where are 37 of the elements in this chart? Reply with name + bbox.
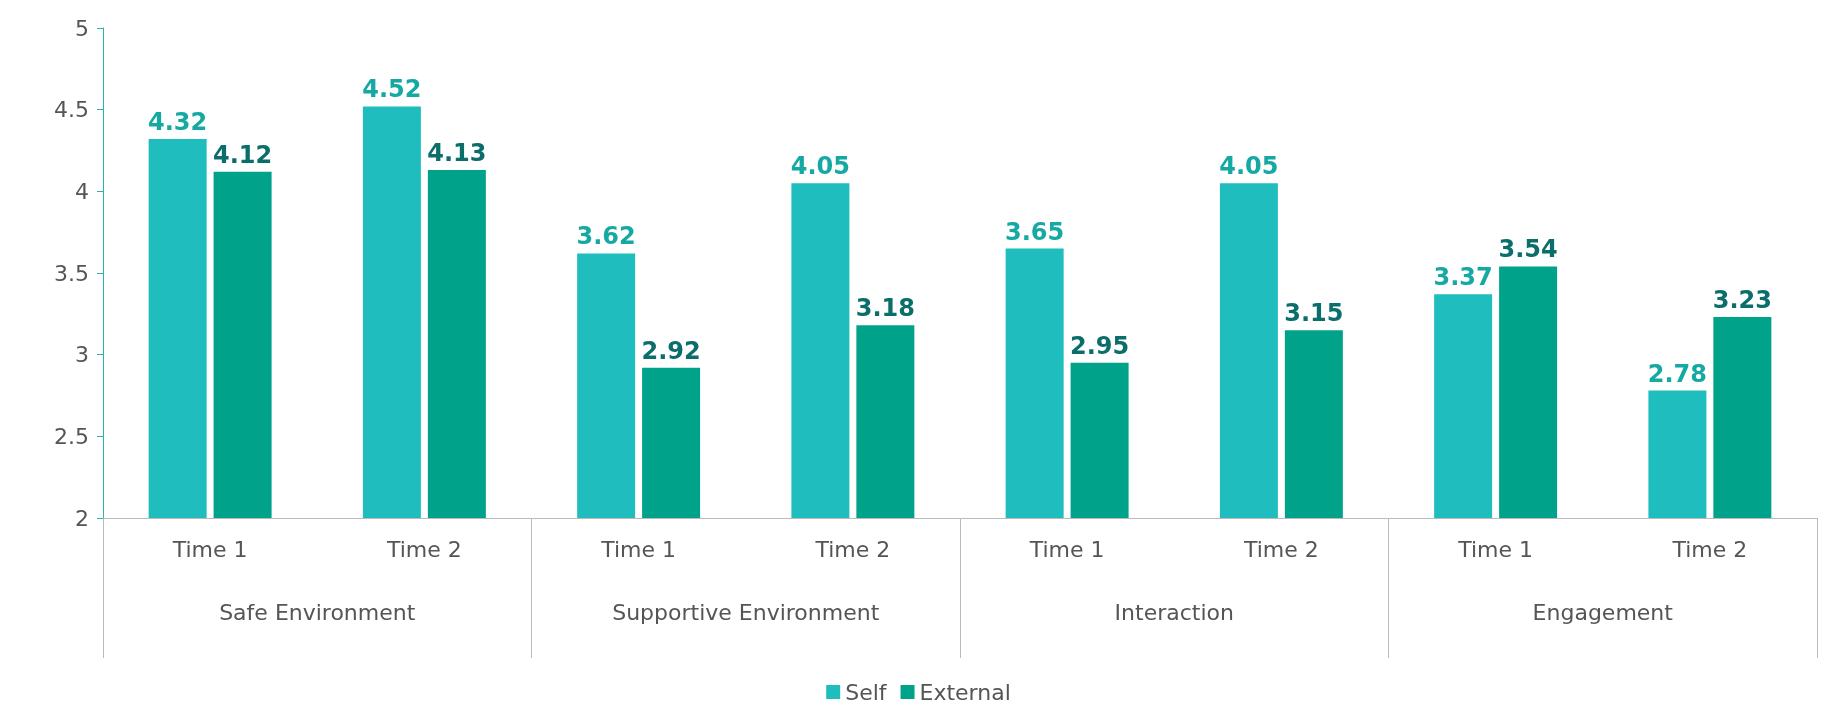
data-label: 4.12 <box>213 140 273 169</box>
data-label: 3.15 <box>1284 299 1344 328</box>
x-tick-label: Time 2 <box>814 536 891 562</box>
text: Safe Environment <box>219 599 416 625</box>
data-label: 4.52 <box>362 75 422 104</box>
x-tick-label: Time 2 <box>385 536 462 562</box>
legend-label: External <box>919 679 1011 705</box>
data-label: 4.13 <box>427 139 487 168</box>
data-label: 3.62 <box>576 222 636 251</box>
y-tick-label: 5 <box>75 15 89 41</box>
data-label: 2.95 <box>1070 331 1130 360</box>
legend-label: Self <box>845 679 888 705</box>
x-tick-label: Time 2 <box>1671 536 1748 562</box>
y-tick-label: 2.5 <box>54 423 89 449</box>
y-tick-label: 3 <box>75 342 89 368</box>
data-label: 3.65 <box>1005 217 1065 246</box>
data-label: 4.05 <box>790 152 850 181</box>
x-tick-label: Time 2 <box>1242 536 1319 562</box>
y-tick-label: 4 <box>75 178 89 204</box>
x-tick-label: Time 1 <box>1028 536 1105 562</box>
y-tick-label: 2 <box>75 505 89 531</box>
text: Supportive Environment <box>612 599 880 625</box>
data-label: 2.78 <box>1647 359 1707 388</box>
text: Interaction <box>1114 599 1234 625</box>
data-label: 4.05 <box>1219 152 1279 181</box>
x-tick-label: Time 1 <box>171 536 248 562</box>
data-label: 4.32 <box>148 108 208 137</box>
data-label: 3.54 <box>1498 235 1558 264</box>
data-label: 3.37 <box>1433 263 1493 292</box>
data-label: 3.18 <box>855 294 915 323</box>
y-tick-label: 3.5 <box>54 260 89 286</box>
text: Engagement <box>1532 599 1674 625</box>
data-label: 3.23 <box>1712 286 1772 315</box>
x-tick-label: Time 1 <box>1457 536 1534 562</box>
x-tick-label: Time 1 <box>600 536 677 562</box>
data-label: 2.92 <box>641 336 701 365</box>
y-tick-label: 4.5 <box>54 97 89 123</box>
